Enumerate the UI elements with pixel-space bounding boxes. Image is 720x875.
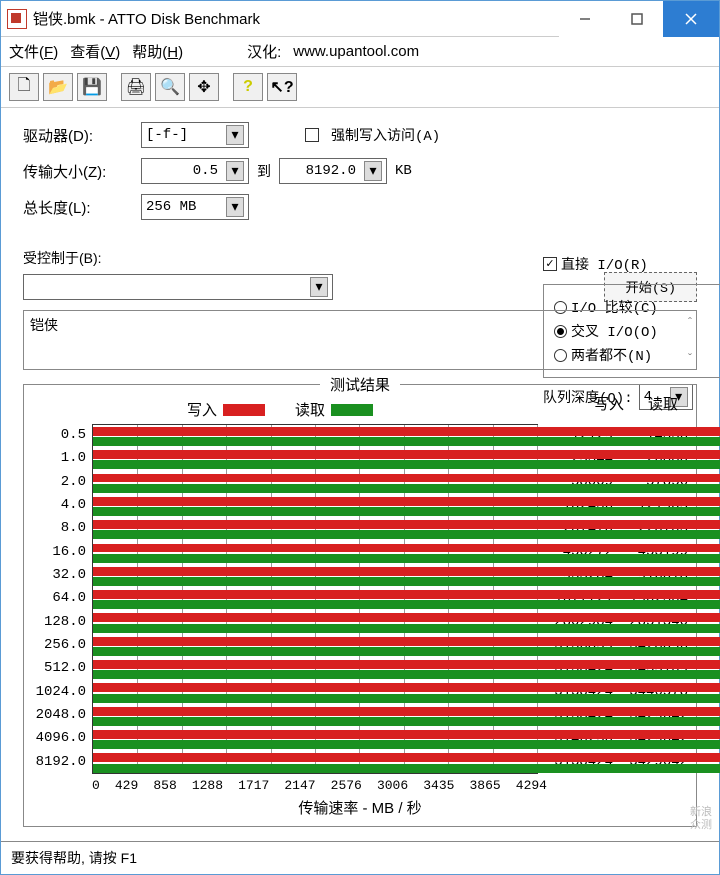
force-write-checkbox[interactable]	[305, 128, 319, 142]
menu-view[interactable]: 查看(V)	[70, 41, 120, 62]
transfer-label: 传输大小(Z):	[23, 161, 133, 182]
scroll-up-icon[interactable]: ˆ	[688, 315, 692, 329]
help-button[interactable]: ?	[233, 73, 263, 101]
move-button[interactable]: ✥	[189, 73, 219, 101]
to-label: 到	[257, 161, 271, 181]
force-write-label: 强制写入访问(A)	[331, 125, 440, 145]
app-icon	[7, 9, 27, 29]
x-axis-ticks: 042985812881717214725763006343538654294	[92, 778, 547, 793]
minimize-button[interactable]	[559, 1, 611, 37]
maximize-button[interactable]	[611, 1, 663, 37]
write-swatch	[223, 404, 265, 416]
drive-label: 驱动器(D):	[23, 125, 133, 146]
length-dropdown[interactable]: 256 MB ▾	[141, 194, 249, 220]
print-button[interactable]: 🖨	[121, 73, 151, 101]
read-swatch	[331, 404, 373, 416]
menu-help[interactable]: 帮助(H)	[132, 41, 183, 62]
whats-this-button[interactable]: ↖?	[267, 73, 297, 101]
toolbar: 🗋 📂 💾 🖨 🔍 ✥ ? ↖?	[1, 66, 719, 108]
chevron-down-icon: ▾	[226, 125, 244, 145]
direct-io-label: 直接 I/O(R)	[561, 254, 648, 274]
length-label: 总长度(L):	[23, 197, 133, 218]
main-window: 铠侠.bmk - ATTO Disk Benchmark 文件(F) 查看(V)…	[0, 0, 720, 875]
menu-file[interactable]: 文件(F)	[9, 41, 58, 62]
results-panel: 测试结果 写入 读取 写入 读取 0.51.02.04.08.016.032.0…	[23, 384, 697, 827]
statusbar: 要获得帮助, 请按 F1	[1, 841, 719, 874]
description-box[interactable]: 铠侠 ˆ ˇ	[23, 310, 697, 370]
x-axis-label: 传输速率 - MB / 秒	[32, 797, 688, 818]
drive-dropdown[interactable]: [-f-] ▾	[141, 122, 249, 148]
save-button[interactable]: 💾	[77, 73, 107, 101]
close-button[interactable]	[663, 1, 719, 37]
window-title: 铠侠.bmk - ATTO Disk Benchmark	[33, 8, 559, 29]
transfer-to-dropdown[interactable]: 8192.0 ▾	[279, 158, 387, 184]
chevron-down-icon: ▾	[226, 161, 244, 181]
direct-io-checkbox[interactable]: ✓	[543, 257, 557, 271]
new-button[interactable]: 🗋	[9, 73, 39, 101]
unit-label: KB	[395, 163, 412, 179]
preview-button[interactable]: 🔍	[155, 73, 185, 101]
transfer-from-dropdown[interactable]: 0.5 ▾	[141, 158, 249, 184]
chevron-down-icon: ▾	[364, 161, 382, 181]
open-button[interactable]: 📂	[43, 73, 73, 101]
chevron-down-icon: ▾	[310, 277, 328, 297]
chart-bars	[92, 424, 538, 774]
localize-url[interactable]: www.upantool.com	[293, 43, 419, 60]
results-title: 测试结果	[320, 374, 400, 395]
chevron-down-icon: ▾	[226, 197, 244, 217]
menubar: 文件(F) 查看(V) 帮助(H) 汉化: www.upantool.com	[1, 37, 719, 66]
watermark: 新浪 众测	[690, 806, 712, 832]
localize-label: 汉化:	[247, 41, 281, 62]
y-axis-labels: 0.51.02.04.08.016.032.064.0128.0256.0512…	[32, 424, 92, 774]
controlled-dropdown[interactable]: ▾	[23, 274, 333, 300]
titlebar: 铠侠.bmk - ATTO Disk Benchmark	[1, 1, 719, 37]
scroll-down-icon[interactable]: ˇ	[688, 351, 692, 365]
